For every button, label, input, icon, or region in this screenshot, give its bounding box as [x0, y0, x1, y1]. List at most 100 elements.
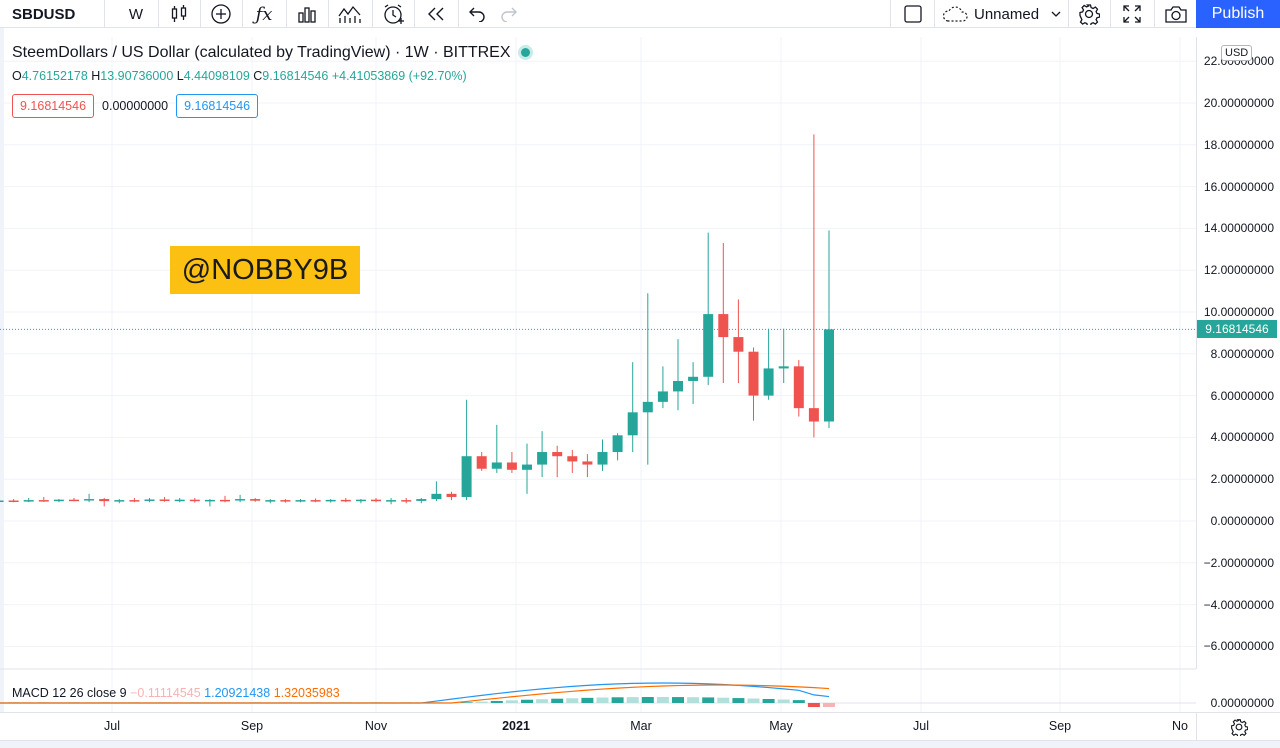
- bottom-strip: [0, 740, 1280, 748]
- candle-body: [0, 500, 4, 503]
- add-indicator-icon[interactable]: [204, 0, 238, 28]
- toolbar-divider: [286, 0, 287, 28]
- legend-title[interactable]: SteemDollars / US Dollar (calculated by …: [12, 44, 530, 62]
- price-axis-label: 2.00000000: [1210, 472, 1274, 487]
- chart-pane[interactable]: [0, 37, 1196, 712]
- candle-body: [416, 499, 427, 501]
- toolbar-divider: [458, 0, 459, 28]
- candle-body: [808, 408, 819, 422]
- candle-body: [129, 500, 140, 502]
- camera-icon[interactable]: [1158, 0, 1194, 28]
- candle-body: [688, 376, 699, 381]
- market-status-dot[interactable]: [520, 48, 530, 58]
- top-toolbar: SBDUSD W ƒx Unnamed: [0, 0, 1280, 28]
- macd-histogram-bar: [611, 697, 624, 703]
- macd-histogram-bar: [762, 698, 775, 703]
- candle-body: [250, 499, 261, 501]
- time-axis[interactable]: Jul Sep Nov 2021 Mar May Jul Sep No: [0, 712, 1196, 740]
- templates-icon[interactable]: [332, 0, 368, 28]
- candle-body: [673, 380, 683, 392]
- low-value: 4.44098109: [183, 69, 250, 83]
- candle-body: [310, 500, 321, 502]
- settings-icon[interactable]: [1230, 718, 1248, 736]
- candle-body: [114, 500, 125, 502]
- expand-icon[interactable]: [1114, 0, 1150, 28]
- time-axis-label: Jul: [913, 719, 929, 733]
- candle-body: [371, 499, 381, 502]
- open-value: 4.76152178: [21, 69, 88, 83]
- macd-histogram-bar: [475, 701, 488, 703]
- price-axis-label: 18.00000000: [1203, 137, 1274, 152]
- cloud-icon: [940, 0, 972, 28]
- sell-price-box[interactable]: 9.16814546: [12, 94, 95, 118]
- candle-body: [597, 452, 608, 465]
- candle-body: [386, 500, 397, 502]
- macd-histogram-bar: [702, 697, 715, 703]
- replay-icon[interactable]: [418, 0, 454, 28]
- price-axis-label: 16.00000000: [1203, 179, 1274, 194]
- macd-histogram-bar: [717, 697, 730, 703]
- axis-settings-corner[interactable]: [1196, 712, 1280, 740]
- candles-icon[interactable]: [162, 0, 196, 28]
- macd-signal-line: [0, 684, 830, 704]
- bid-ask-row: 9.16814546 0.00000000 9.16814546: [12, 94, 259, 118]
- candle-body: [84, 499, 95, 501]
- toolbar-divider: [242, 0, 243, 28]
- candle-body: [401, 500, 412, 502]
- macd-histogram-bar: [656, 697, 669, 703]
- fullscreen-checkbox-icon[interactable]: [898, 0, 928, 28]
- macd-histogram-bar: [672, 697, 684, 703]
- publish-button[interactable]: Publish: [1196, 0, 1280, 28]
- price-axis-label: 8.00000000: [1210, 346, 1274, 361]
- chevron-down-icon[interactable]: [1046, 0, 1066, 28]
- price-axis-label: −2.00000000: [1203, 555, 1274, 570]
- price-axis-label: 6.00000000: [1210, 388, 1274, 403]
- time-axis-label: No: [1172, 719, 1188, 733]
- toolbar-divider: [372, 0, 373, 28]
- fx-icon[interactable]: ƒx: [255, 3, 273, 25]
- candle-body: [642, 401, 653, 413]
- interval-button[interactable]: W: [128, 5, 144, 23]
- time-axis-label: Jul: [104, 719, 120, 733]
- redo-icon[interactable]: [494, 0, 524, 28]
- price-axis-label: −4.00000000: [1203, 597, 1274, 612]
- symbol-search-button[interactable]: SBDUSD: [12, 5, 76, 23]
- time-axis-label: Sep: [1048, 719, 1072, 733]
- candle-body: [8, 500, 19, 503]
- watermark-label: @NOBBY9B: [170, 246, 360, 294]
- price-axis-label: 14.00000000: [1203, 221, 1274, 236]
- candle-body: [793, 366, 804, 409]
- open-label: O: [12, 69, 22, 83]
- layout-name[interactable]: Unnamed: [974, 5, 1040, 23]
- toolbar-divider: [328, 0, 329, 28]
- low-label: L: [176, 69, 184, 83]
- candle-body: [657, 391, 668, 402]
- candle-body: [53, 499, 64, 502]
- candle-body: [612, 435, 623, 453]
- candle-body: [265, 500, 276, 502]
- undo-icon[interactable]: [462, 0, 492, 28]
- price-chart[interactable]: [0, 37, 1196, 712]
- macd-legend[interactable]: MACD 12 26 close 9 −0.11114545 1.2092143…: [12, 686, 340, 700]
- toolbar-divider: [1154, 0, 1155, 28]
- bars-icon[interactable]: [290, 0, 324, 28]
- candle-body: [718, 314, 729, 338]
- price-axis-label: 20.00000000: [1203, 96, 1274, 110]
- candle-body: [23, 500, 34, 502]
- alert-icon[interactable]: [376, 0, 412, 28]
- settings-icon[interactable]: [1072, 0, 1106, 28]
- macd-histogram-bar: [641, 697, 654, 703]
- ohlc-values: O4.76152178 H13.90736000 L4.44098109 C9.…: [12, 69, 467, 83]
- price-axis[interactable]: 22.00000000 USD 20.00000000 18.00000000 16…: [1196, 37, 1280, 710]
- last-price-tag: 9.16814546: [1197, 320, 1277, 339]
- buy-price-box[interactable]: 9.16814546: [176, 94, 259, 118]
- macd-histogram-value: −0.11114545: [130, 686, 201, 700]
- candle-body: [703, 314, 714, 377]
- candle-body: [763, 368, 774, 396]
- candle-body: [567, 456, 578, 462]
- candle-body: [204, 499, 215, 502]
- macd-histogram-bar: [566, 698, 579, 703]
- currency-badge[interactable]: USD: [1221, 45, 1253, 61]
- macd-histogram-bar: [536, 699, 549, 703]
- macd-histogram-bar: [732, 698, 745, 703]
